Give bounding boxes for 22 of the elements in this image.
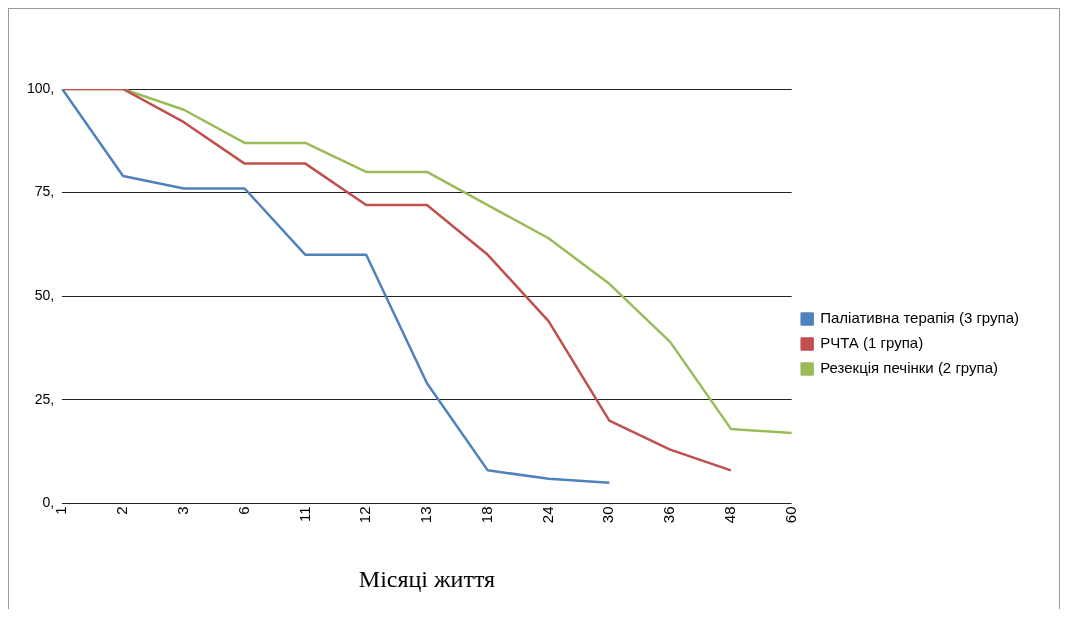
x-axis-title: Місяці життя <box>358 565 496 592</box>
x-tick-label: 36 <box>660 506 678 524</box>
x-tick-label: 30 <box>599 506 617 524</box>
x-tick-label: 24 <box>538 506 556 524</box>
x-tick-label: 3 <box>173 506 191 515</box>
x-tick-label: 6 <box>234 506 252 515</box>
y-tick-label: 75, <box>34 183 55 200</box>
x-tick-label: 1 <box>52 506 70 515</box>
x-tick-label: 60 <box>781 506 799 524</box>
x-tick-label: 48 <box>721 506 739 524</box>
x-tick-label: 18 <box>477 506 495 524</box>
legend-label: РЧТА (1 група) <box>820 334 924 352</box>
legend-label: Паліативна терапія (3 група) <box>820 309 1020 327</box>
y-tick-label: 25, <box>34 390 55 407</box>
y-tick-label: 0, <box>42 494 55 511</box>
x-tick-label: 12 <box>356 506 374 524</box>
y-tick-label: 100, <box>27 79 55 96</box>
x-tick-label: 2 <box>113 506 131 515</box>
x-tick-label: 13 <box>417 506 435 524</box>
y-tick-label: 50, <box>34 287 55 304</box>
x-tick-label: 11 <box>295 506 313 523</box>
legend-label: Резекція печінки (2 група) <box>820 359 998 377</box>
